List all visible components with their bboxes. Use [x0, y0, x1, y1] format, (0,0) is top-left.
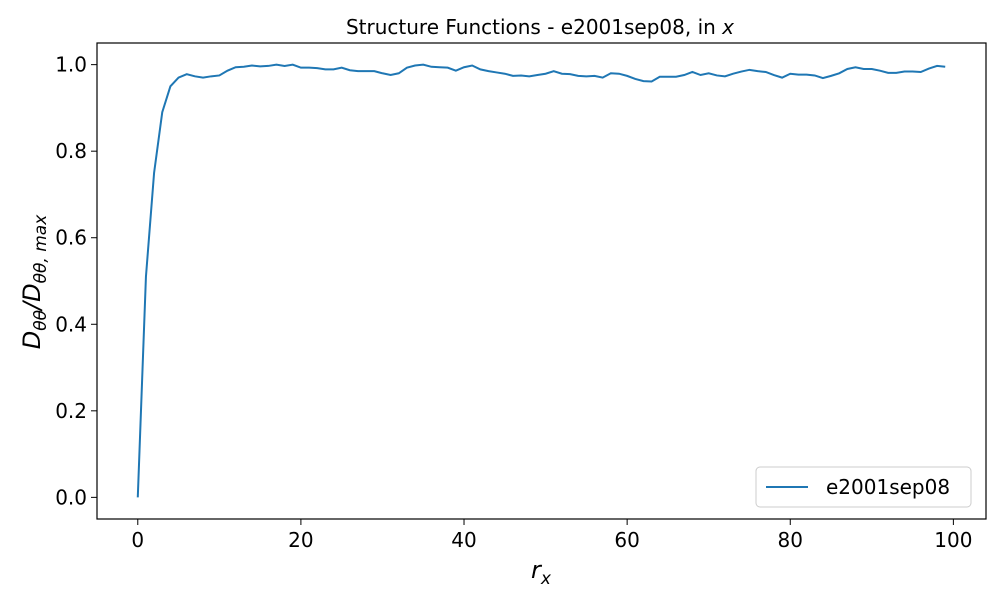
chart-title: Structure Functions - e2001sep08, in x	[346, 15, 734, 39]
series-line-e2001sep08	[136, 63, 946, 498]
y-tick-label: 1.0	[55, 53, 87, 77]
y-tick-label: 0.2	[55, 399, 87, 423]
plot-frame	[96, 42, 987, 520]
x-ticks: 0 20 40 60 80 100	[131, 519, 972, 552]
x-tick-label: 40	[451, 528, 476, 552]
y-ticks: 0.0 0.2 0.4 0.6 0.8 1.0	[55, 53, 97, 509]
x-tick-label: 20	[288, 528, 313, 552]
y-tick-label: 0.4	[55, 312, 87, 336]
legend: e2001sep08	[755, 466, 972, 508]
x-axis-label: rx	[531, 556, 552, 589]
x-tick-label: 0	[131, 528, 144, 552]
legend-label-e2001sep08: e2001sep08	[826, 475, 950, 499]
y-axis-label: Dθθ/Dθθ, max	[18, 214, 51, 349]
x-tick-label: 60	[614, 528, 639, 552]
x-tick-label: 80	[778, 528, 803, 552]
x-tick-label: 100	[934, 528, 972, 552]
axes	[96, 42, 987, 520]
y-tick-label: 0.6	[55, 226, 87, 250]
y-tick-label: 0.0	[55, 485, 87, 509]
legend-box	[755, 466, 972, 508]
y-tick-label: 0.8	[55, 139, 87, 163]
